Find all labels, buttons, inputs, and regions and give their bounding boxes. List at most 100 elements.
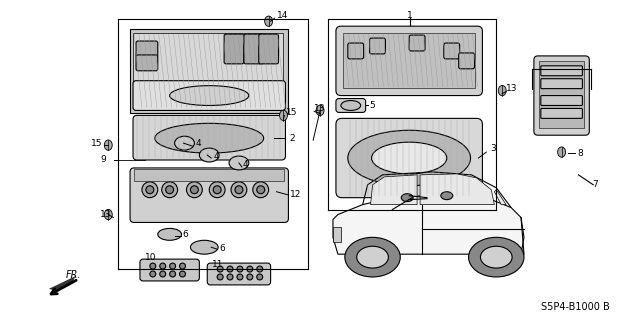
Ellipse shape: [257, 266, 263, 272]
Text: S5P4-B1000 B: S5P4-B1000 B: [541, 302, 610, 312]
Bar: [539, 61, 584, 128]
Bar: [134, 169, 284, 181]
Bar: [130, 29, 289, 113]
Ellipse shape: [170, 263, 175, 269]
Ellipse shape: [469, 237, 524, 277]
Text: 12: 12: [291, 190, 302, 199]
Ellipse shape: [104, 209, 112, 220]
Ellipse shape: [165, 186, 174, 194]
Ellipse shape: [162, 182, 177, 198]
Text: 15: 15: [91, 139, 102, 148]
Ellipse shape: [160, 271, 165, 277]
Ellipse shape: [237, 266, 243, 272]
FancyBboxPatch shape: [140, 259, 199, 281]
FancyBboxPatch shape: [136, 41, 158, 57]
Ellipse shape: [217, 274, 223, 280]
FancyBboxPatch shape: [336, 118, 482, 198]
FancyBboxPatch shape: [370, 38, 386, 54]
FancyBboxPatch shape: [348, 43, 364, 59]
Ellipse shape: [345, 237, 400, 277]
FancyBboxPatch shape: [224, 34, 244, 64]
Ellipse shape: [227, 266, 233, 272]
FancyBboxPatch shape: [244, 34, 264, 64]
Ellipse shape: [253, 182, 269, 198]
Ellipse shape: [235, 186, 243, 194]
Text: 15: 15: [286, 108, 298, 117]
FancyBboxPatch shape: [541, 79, 582, 89]
Ellipse shape: [227, 274, 233, 280]
Text: 8: 8: [577, 148, 583, 157]
Ellipse shape: [341, 100, 360, 110]
Text: 1: 1: [408, 11, 413, 20]
Text: 9: 9: [101, 156, 106, 164]
Text: 4: 4: [196, 139, 201, 148]
FancyBboxPatch shape: [541, 66, 582, 76]
Ellipse shape: [191, 186, 198, 194]
Text: 5: 5: [370, 101, 376, 110]
FancyBboxPatch shape: [409, 35, 425, 51]
FancyBboxPatch shape: [541, 96, 582, 106]
FancyBboxPatch shape: [541, 108, 582, 118]
Text: 4: 4: [213, 152, 219, 161]
Text: 13: 13: [314, 104, 326, 113]
Ellipse shape: [209, 182, 225, 198]
Ellipse shape: [142, 182, 158, 198]
Ellipse shape: [348, 130, 470, 186]
FancyBboxPatch shape: [133, 116, 286, 160]
Text: 3: 3: [491, 144, 496, 153]
Ellipse shape: [558, 147, 565, 157]
FancyBboxPatch shape: [534, 56, 589, 135]
FancyBboxPatch shape: [136, 55, 158, 71]
Ellipse shape: [160, 263, 165, 269]
Ellipse shape: [279, 110, 287, 121]
Ellipse shape: [257, 186, 265, 194]
Ellipse shape: [481, 246, 512, 268]
Ellipse shape: [231, 182, 247, 198]
Ellipse shape: [191, 240, 218, 254]
FancyBboxPatch shape: [208, 263, 270, 285]
Polygon shape: [49, 276, 75, 291]
Ellipse shape: [247, 266, 253, 272]
Text: 14: 14: [277, 11, 288, 20]
FancyBboxPatch shape: [459, 53, 474, 69]
Ellipse shape: [150, 271, 156, 277]
Ellipse shape: [441, 192, 453, 200]
Ellipse shape: [150, 263, 156, 269]
Ellipse shape: [237, 274, 243, 280]
Ellipse shape: [257, 274, 263, 280]
Ellipse shape: [146, 186, 154, 194]
Text: FR.: FR.: [65, 270, 81, 280]
FancyBboxPatch shape: [130, 168, 289, 222]
Text: 13: 13: [506, 84, 518, 93]
Ellipse shape: [213, 186, 221, 194]
FancyBboxPatch shape: [259, 34, 279, 64]
Text: 6: 6: [182, 230, 188, 239]
Ellipse shape: [155, 123, 264, 153]
Polygon shape: [494, 190, 506, 204]
Ellipse shape: [186, 182, 203, 198]
Ellipse shape: [158, 228, 182, 240]
Ellipse shape: [175, 136, 194, 150]
Text: 10: 10: [145, 253, 157, 262]
Ellipse shape: [199, 148, 219, 162]
Bar: [133, 33, 284, 108]
Bar: [343, 33, 476, 88]
Text: 2: 2: [289, 134, 295, 143]
Text: 13: 13: [101, 210, 112, 219]
Ellipse shape: [357, 246, 388, 268]
Ellipse shape: [170, 271, 175, 277]
Ellipse shape: [265, 16, 272, 26]
Ellipse shape: [372, 142, 447, 174]
Ellipse shape: [104, 140, 112, 150]
Ellipse shape: [179, 263, 186, 269]
Ellipse shape: [316, 105, 324, 116]
Ellipse shape: [229, 156, 249, 170]
Bar: [333, 228, 341, 242]
Ellipse shape: [247, 274, 253, 280]
FancyBboxPatch shape: [133, 81, 286, 110]
Ellipse shape: [217, 266, 223, 272]
Polygon shape: [370, 175, 417, 204]
FancyBboxPatch shape: [336, 99, 365, 112]
Text: 6: 6: [219, 244, 225, 253]
Polygon shape: [420, 174, 494, 204]
